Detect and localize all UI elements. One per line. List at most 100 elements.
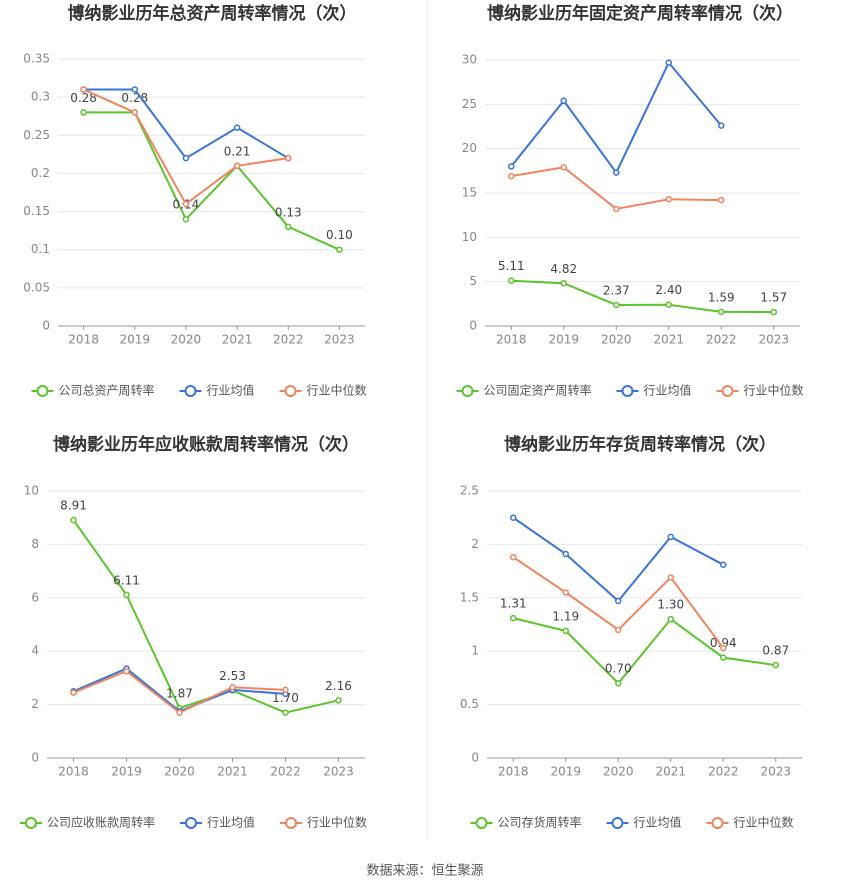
point — [282, 686, 289, 694]
series-line — [512, 516, 724, 603]
y-tick-label: 10 — [462, 230, 477, 244]
data-label: 0.70 — [605, 662, 632, 676]
x-tick-label: 2021 — [655, 765, 686, 779]
point — [613, 205, 620, 213]
y-tick-label: 5 — [469, 274, 477, 288]
y-tick-label: 30 — [462, 53, 477, 67]
series-line — [513, 617, 776, 685]
legend-label: 公司应收账款周转率 — [47, 815, 155, 830]
y-tick-label: 0.25 — [23, 128, 50, 142]
point — [510, 614, 517, 622]
point — [615, 679, 622, 687]
legend-marker — [621, 385, 634, 397]
data-label: 0.13 — [275, 205, 302, 219]
legend-label: 行业均值 — [207, 815, 255, 830]
point — [285, 154, 292, 162]
chart-title: 博纳影业历年应收账款周转率情况（次） — [53, 434, 359, 455]
point — [80, 86, 87, 93]
data-label: 0.21 — [224, 144, 251, 158]
data-label: 0.87 — [762, 644, 789, 658]
data-label: 2.37 — [603, 283, 630, 297]
point — [508, 277, 515, 284]
point — [562, 589, 569, 596]
legend-label: 公司存货周转率 — [498, 815, 582, 830]
legend-label: 行业均值 — [207, 383, 255, 398]
legend-label: 行业中位数 — [744, 383, 804, 398]
legend-label: 行业均值 — [634, 815, 682, 830]
x-tick-label: 2021 — [653, 333, 684, 347]
series-line — [72, 519, 339, 714]
x-tick-label: 2023 — [758, 333, 789, 347]
point — [131, 86, 138, 93]
legend-label: 行业中位数 — [307, 815, 367, 830]
x-tick-label: 2022 — [273, 333, 304, 347]
y-tick-label: 8 — [31, 537, 39, 551]
y-tick-label: 0.5 — [460, 697, 479, 711]
point — [131, 109, 138, 116]
point — [335, 697, 342, 704]
legend-marker — [36, 385, 49, 397]
point — [665, 195, 672, 203]
x-tick-label: 2018 — [498, 765, 529, 779]
series-line — [511, 279, 774, 314]
y-tick-label: 25 — [462, 97, 477, 111]
data-label: 2.40 — [655, 283, 682, 297]
y-tick-label: 0 — [469, 319, 477, 333]
legend-label: 行业中位数 — [307, 383, 367, 398]
point — [70, 689, 77, 696]
y-tick-label: 0.35 — [23, 52, 50, 66]
y-tick-label: 10 — [24, 484, 39, 498]
point — [70, 516, 77, 524]
point — [282, 709, 289, 716]
legend-marker — [611, 817, 624, 829]
point — [510, 514, 517, 521]
y-tick-label: 2 — [31, 697, 39, 711]
data-label: 1.30 — [657, 598, 684, 612]
legend-marker — [184, 385, 197, 397]
source: 数据来源：恒生聚源 — [366, 864, 483, 879]
y-tick-label: 0 — [31, 751, 39, 765]
y-tick-label: 15 — [462, 186, 477, 200]
legend-marker — [461, 385, 474, 397]
x-tick-label: 2020 — [601, 333, 632, 347]
point — [562, 627, 569, 635]
point — [233, 124, 241, 131]
point — [667, 574, 674, 581]
point — [667, 615, 674, 623]
legend-marker — [25, 817, 37, 829]
y-tick-label: 6 — [31, 590, 39, 604]
chart-title: 博纳影业历年固定资产周转率情况（次） — [487, 3, 793, 24]
y-tick-label: 0.1 — [31, 242, 50, 256]
point — [508, 172, 515, 180]
point — [560, 97, 567, 105]
x-tick-label: 2023 — [323, 765, 354, 779]
legend-marker — [711, 817, 724, 829]
data-label: 0.10 — [326, 228, 353, 242]
point — [510, 553, 517, 561]
data-label: 8.91 — [60, 499, 87, 513]
x-tick-label: 2021 — [217, 765, 248, 779]
point — [560, 164, 567, 171]
y-tick-label: 0.15 — [23, 204, 50, 218]
point — [182, 200, 190, 208]
x-tick-label: 2018 — [496, 333, 527, 347]
point — [772, 661, 779, 669]
x-tick-label: 2020 — [171, 333, 202, 347]
point — [176, 709, 183, 716]
point — [80, 109, 87, 116]
point — [718, 196, 725, 204]
y-tick-label: 1 — [471, 644, 479, 658]
data-label: 2.53 — [219, 669, 246, 683]
series-line — [83, 88, 289, 206]
chart-title: 博纳影业历年存货周转率情况（次） — [504, 434, 776, 455]
x-tick-label: 2021 — [222, 333, 253, 347]
y-tick-label: 0 — [42, 319, 50, 333]
point — [613, 169, 620, 176]
y-tick-label: 0.2 — [31, 166, 50, 180]
point — [615, 597, 622, 605]
data-label: 1.59 — [708, 290, 735, 304]
x-tick-label: 2020 — [603, 765, 634, 779]
data-label: 1.19 — [552, 609, 579, 623]
x-tick-label: 2023 — [760, 765, 791, 779]
